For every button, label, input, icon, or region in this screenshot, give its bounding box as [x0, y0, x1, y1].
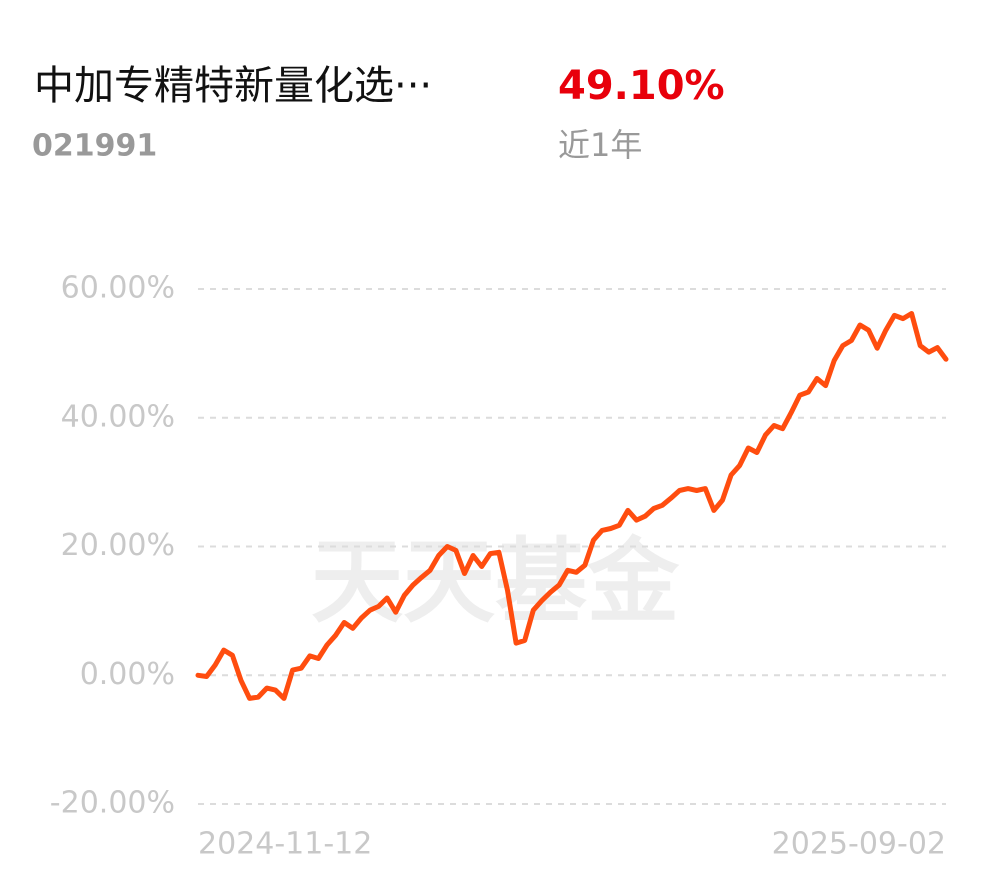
fund-title: 中加专精特新量化选···: [34, 63, 432, 109]
return-line: [195, 311, 949, 701]
y-tick-label: 60.00%: [61, 271, 175, 306]
x-tick-label: 2025-09-02: [772, 827, 946, 862]
y-tick-label: 0.00%: [80, 657, 175, 692]
period-label: 近1年: [558, 126, 642, 164]
y-tick-label: 40.00%: [61, 399, 175, 434]
y-tick-label: -20.00%: [50, 786, 175, 821]
x-tick-label: 2024-11-12: [198, 827, 372, 862]
fund-code: 021991: [32, 129, 157, 164]
watermark: 天天基金: [311, 528, 680, 636]
fund-return: 49.10%: [558, 63, 725, 109]
y-tick-label: 20.00%: [61, 528, 175, 563]
